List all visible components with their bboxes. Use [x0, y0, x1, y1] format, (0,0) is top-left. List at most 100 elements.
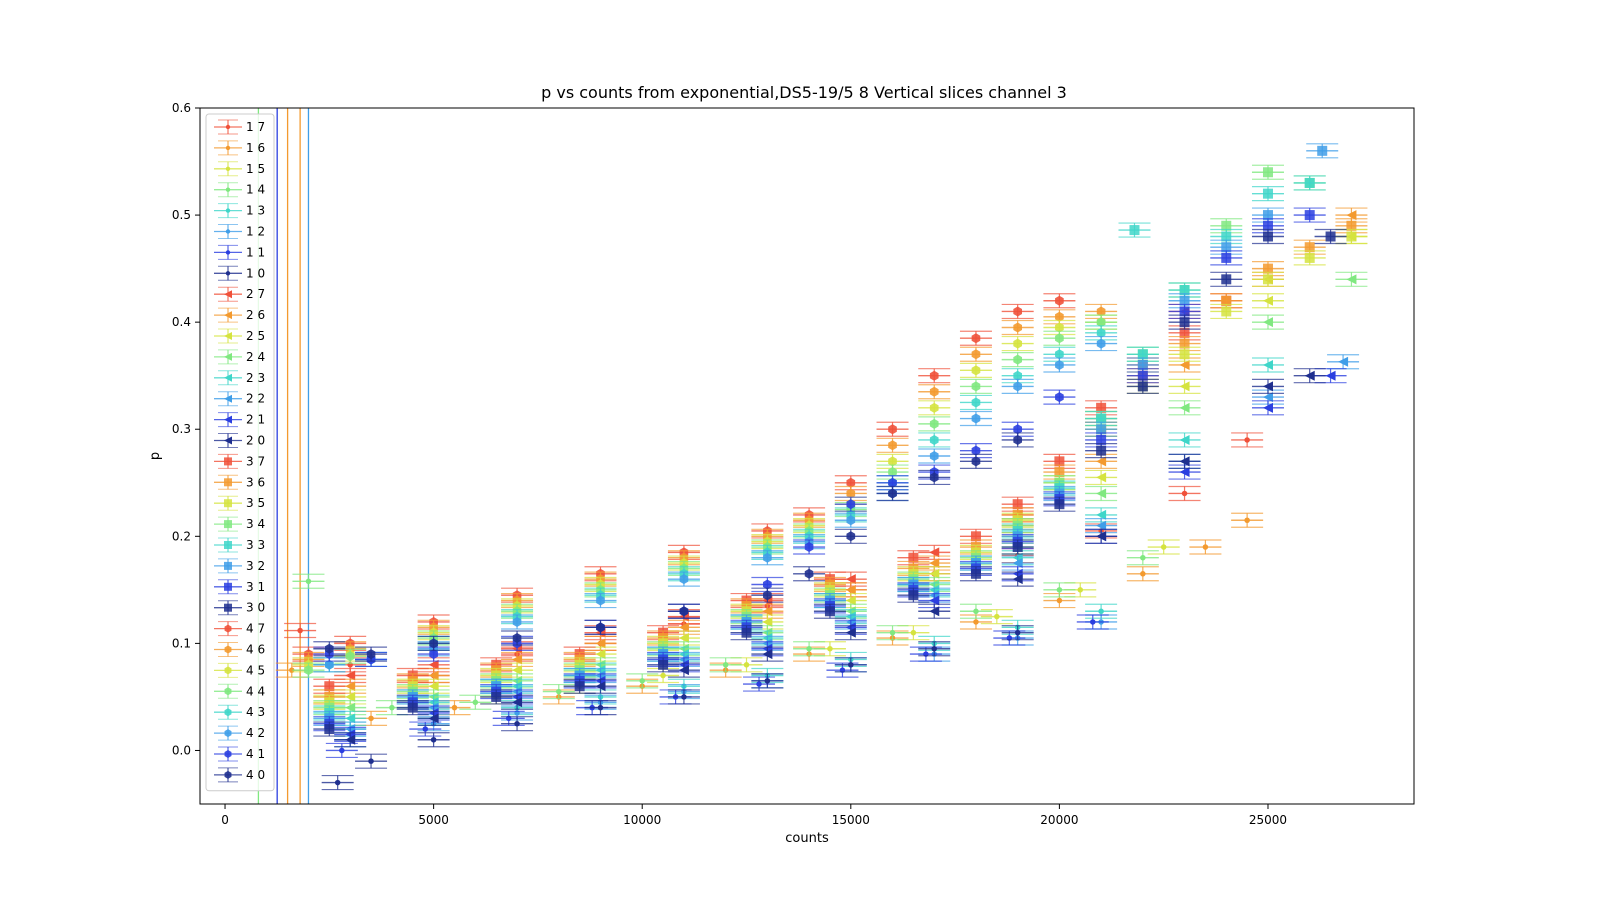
legend-marker [225, 229, 231, 234]
legend-marker [225, 250, 231, 255]
data-point [929, 547, 940, 558]
data-point [512, 633, 522, 644]
series-4-0 [313, 432, 1034, 662]
legend-entry: 4 0 [214, 767, 265, 783]
data-point [804, 568, 814, 579]
data-point [1096, 472, 1107, 483]
data-point [743, 662, 750, 668]
error-bar [1168, 400, 1201, 416]
data-point [339, 747, 345, 754]
data-point [1221, 242, 1232, 253]
data-point [597, 704, 604, 711]
data-point [1013, 322, 1023, 333]
data-point [1137, 349, 1148, 360]
y-tick-label: 0.0 [172, 743, 191, 757]
legend-label: 2 5 [246, 329, 265, 343]
legend-marker [224, 373, 232, 382]
data-point [1221, 295, 1232, 306]
data-point [1262, 381, 1273, 392]
legend-marker [224, 666, 232, 675]
data-point [345, 691, 356, 702]
legend-entry: 2 7 [214, 286, 265, 302]
data-point [305, 578, 312, 585]
data-point [910, 629, 917, 636]
legend-label: 3 3 [246, 538, 265, 552]
data-point [345, 702, 356, 713]
data-point [556, 688, 562, 695]
data-point [929, 472, 939, 483]
data-point [846, 531, 856, 542]
data-point [888, 488, 897, 499]
data-point [345, 734, 356, 745]
data-point [1179, 467, 1190, 478]
data-point [422, 726, 429, 732]
data-point [1096, 327, 1106, 338]
data-point [1013, 381, 1023, 392]
y-axis-label: p [148, 452, 163, 460]
legend-marker [225, 187, 231, 192]
legend: 1 7 1 6 1 5 1 4 1 3 1 2 1 1 1 0 2 7 2 6 2 5 2 4 2 3 2… [205, 113, 275, 792]
data-point [1096, 434, 1107, 445]
legend-label: 1 3 [246, 204, 265, 218]
data-point [1012, 574, 1023, 585]
data-point [845, 584, 856, 595]
series-1-4 [292, 550, 1159, 716]
y-axis: 0.0 0.1 0.2 0.3 0.4 0.5 0.6 [172, 101, 200, 757]
legend-marker [224, 311, 232, 320]
data-point [846, 515, 856, 526]
data-point [1179, 327, 1190, 338]
legend-entry: 4 5 [214, 662, 265, 678]
data-point [1221, 306, 1232, 317]
legend-label: 1 1 [246, 245, 265, 259]
legend-entry: 3 1 [214, 579, 265, 595]
data-point [1013, 434, 1023, 445]
data-point [345, 681, 356, 692]
data-point [888, 477, 897, 488]
data-point [888, 424, 897, 435]
legend-marker [224, 394, 232, 403]
legend-marker [225, 271, 231, 276]
data-point [1054, 456, 1065, 467]
data-point [1179, 381, 1190, 392]
legend-label: 1 0 [246, 266, 265, 280]
legend-marker [224, 499, 232, 508]
y-tick-label: 0.5 [172, 208, 191, 222]
data-point [1056, 597, 1063, 604]
legend-marker [224, 436, 232, 445]
legend-label: 2 6 [246, 308, 265, 322]
data-point [304, 665, 313, 676]
data-point [994, 613, 1000, 620]
data-point [888, 440, 897, 451]
data-point [595, 649, 606, 660]
legend-label: 4 7 [246, 622, 265, 636]
x-tick-label: 15000 [832, 813, 870, 827]
legend-label: 4 3 [246, 705, 265, 719]
legend-label: 3 7 [246, 454, 265, 468]
data-point [763, 579, 772, 590]
y-tick-label: 0.1 [172, 636, 191, 650]
legend-label: 3 0 [246, 601, 265, 615]
data-point [846, 477, 856, 488]
data-point [971, 381, 981, 392]
data-point [722, 662, 729, 668]
data-point [1055, 333, 1064, 344]
data-point [929, 418, 939, 429]
legend-label: 2 7 [246, 287, 265, 301]
data-point [973, 619, 979, 625]
legend-marker [224, 332, 232, 340]
x-tick-label: 25000 [1249, 813, 1287, 827]
data-point [1304, 177, 1315, 188]
data-point [1179, 456, 1190, 467]
data-point [1179, 359, 1190, 370]
legend-marker [224, 352, 232, 361]
data-point [764, 678, 771, 684]
data-point [1179, 306, 1190, 317]
legend-entry: 3 3 [214, 537, 265, 553]
data-point [1244, 437, 1250, 443]
legend-entry: 2 4 [214, 349, 265, 365]
data-point [1055, 311, 1064, 322]
legend-label: 2 2 [246, 392, 265, 406]
data-point [1140, 571, 1146, 577]
data-point [428, 713, 439, 724]
data-point [1096, 456, 1107, 467]
